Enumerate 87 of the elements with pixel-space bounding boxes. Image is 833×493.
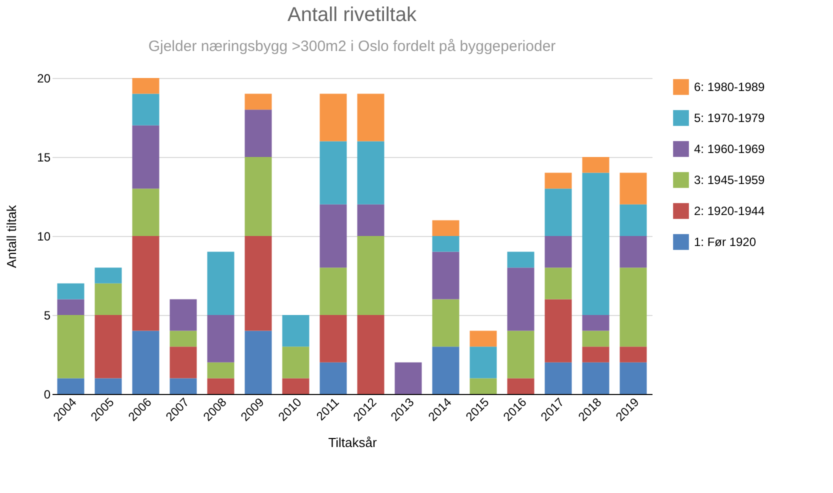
- y-tick-label: 10: [37, 230, 51, 244]
- bar: [57, 315, 84, 378]
- bar: [320, 362, 347, 394]
- bar: [470, 330, 497, 347]
- bar: [320, 94, 347, 142]
- bar: [94, 378, 122, 394]
- bar: [207, 378, 234, 394]
- bar: [432, 299, 460, 347]
- bar: [320, 204, 347, 268]
- bar: [282, 346, 310, 378]
- bar: [582, 157, 610, 173]
- bar: [620, 236, 647, 268]
- bar: [244, 94, 272, 110]
- bar: [94, 315, 122, 378]
- bar: [507, 268, 534, 331]
- bar: [357, 204, 384, 236]
- bar: [282, 315, 310, 347]
- bar: [544, 188, 572, 236]
- bar: [132, 125, 160, 189]
- bar: [170, 378, 197, 394]
- bar: [244, 157, 272, 236]
- bar: [357, 315, 384, 394]
- bar: [57, 283, 84, 300]
- bar: [207, 362, 234, 378]
- bar: [170, 299, 197, 331]
- y-axis-title: Antall tiltak: [4, 204, 20, 268]
- bar: [544, 172, 572, 189]
- bar: [582, 172, 610, 315]
- bar: [544, 362, 572, 394]
- bar: [357, 141, 384, 204]
- legend-label: 2: 1920-1944: [694, 204, 766, 218]
- bar: [94, 283, 122, 315]
- bar: [582, 346, 610, 362]
- bar: [394, 362, 422, 394]
- bar: [620, 204, 647, 236]
- bar: [244, 236, 272, 331]
- bar: [132, 236, 160, 331]
- chart-subtitle: Gjelder næringsbygg >300m2 i Oslo fordelt på byggeperioder: [148, 38, 556, 55]
- bar: [244, 330, 272, 394]
- bar: [207, 315, 234, 362]
- bar: [470, 378, 497, 394]
- bar: [507, 378, 534, 394]
- bar: [432, 236, 460, 252]
- y-tick-label: 15: [37, 150, 51, 164]
- legend-label: 6: 1980-1989: [694, 80, 766, 94]
- bar: [620, 346, 647, 362]
- bar: [132, 78, 160, 94]
- bar: [94, 268, 122, 284]
- bar: [170, 346, 197, 378]
- bar: [507, 330, 534, 378]
- legend-label: 4: 1960-1969: [694, 142, 766, 156]
- bar: [320, 141, 347, 204]
- bar: [544, 236, 572, 268]
- bar: [282, 378, 310, 394]
- bar: [320, 268, 347, 315]
- bar: [620, 172, 647, 204]
- bar: [132, 94, 160, 126]
- bar: [432, 220, 460, 236]
- legend-label: 5: 1970-1979: [694, 111, 766, 125]
- bar: [57, 378, 84, 394]
- bar: [244, 110, 272, 157]
- bar: [57, 299, 84, 315]
- y-tick-label: 0: [44, 388, 51, 402]
- bar: [582, 315, 610, 331]
- bar: [132, 188, 160, 236]
- y-tick-label: 20: [37, 72, 51, 86]
- bar: [357, 94, 384, 142]
- bar: [620, 268, 647, 347]
- bar: [582, 362, 610, 394]
- bar: [470, 346, 497, 378]
- bar: [620, 362, 647, 394]
- bar: [582, 330, 610, 347]
- bar: [507, 252, 534, 268]
- bar: [320, 315, 347, 362]
- bar: [432, 252, 460, 300]
- legend-label: 3: 1945-1959: [694, 173, 766, 187]
- bar: [544, 268, 572, 300]
- bar: [207, 252, 234, 315]
- bar: [544, 299, 572, 362]
- bar: [357, 236, 384, 315]
- y-tick-label: 5: [44, 308, 51, 322]
- chart-title: Antall rivetiltak: [288, 4, 418, 26]
- bar: [132, 330, 160, 394]
- legend-label: 1: Før 1920: [694, 235, 756, 249]
- x-axis-title: Tiltaksår: [328, 435, 378, 450]
- bar: [170, 330, 197, 347]
- bar: [432, 346, 460, 394]
